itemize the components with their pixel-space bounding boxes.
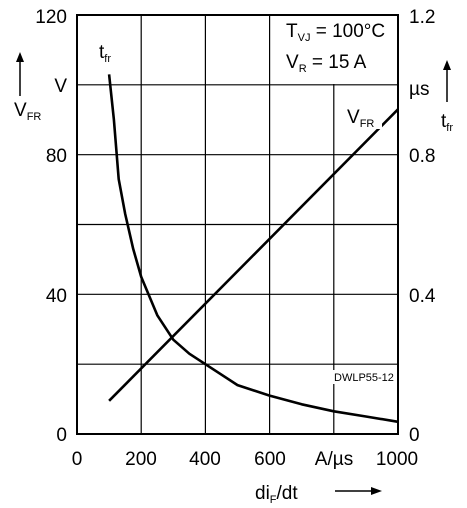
x-tick-1: 200 [125,449,157,470]
series-label-tfr: tfr [99,42,111,65]
y-right-tick-4: 1.2 [409,7,435,28]
y-left-arrow-icon [16,52,24,96]
series-line-v-fr [108,108,399,402]
y-right-tick-1: 0.4 [409,286,436,307]
x-axis-label: diF/dt [255,483,298,506]
x-tick-0: 0 [72,449,83,470]
y-right-axis-label: tfr [441,111,453,134]
y-right-tick-3: µs [409,79,429,100]
series-layer [107,74,399,424]
condition-voltage: VR = 15 A [286,52,367,75]
y-left-tick-1: 40 [46,286,67,307]
y-left-axis-label: VFR [14,100,41,123]
conditions-box [271,16,397,84]
y-right-tick-2: 0.8 [409,146,435,167]
series-label-vfr: VFR [347,107,374,130]
y-left-tick-0: 0 [56,425,67,446]
x-tick-4: A/µs [315,449,353,470]
y-left-tick-4: 120 [35,7,67,28]
grid [77,15,398,434]
series-line-t-fr [107,74,399,424]
x-tick-2: 400 [189,449,221,470]
tfr-label-bg [95,38,120,64]
vfr-label-bg [344,103,382,129]
x-tick-3: 600 [254,449,286,470]
plot-frame [76,14,399,435]
condition-temperature: TVJ = 100°C [286,21,385,44]
x-arrow-icon [335,487,382,495]
y-right-arrow-icon [443,60,451,102]
chart-code: DWLP55-12 [334,372,394,384]
y-left-tick-2: 80 [46,146,67,167]
x-tick-5: 1000 [376,449,418,470]
y-left-tick-3: V [54,76,67,97]
code-bg [332,370,394,384]
y-right-tick-0: 0 [409,425,420,446]
